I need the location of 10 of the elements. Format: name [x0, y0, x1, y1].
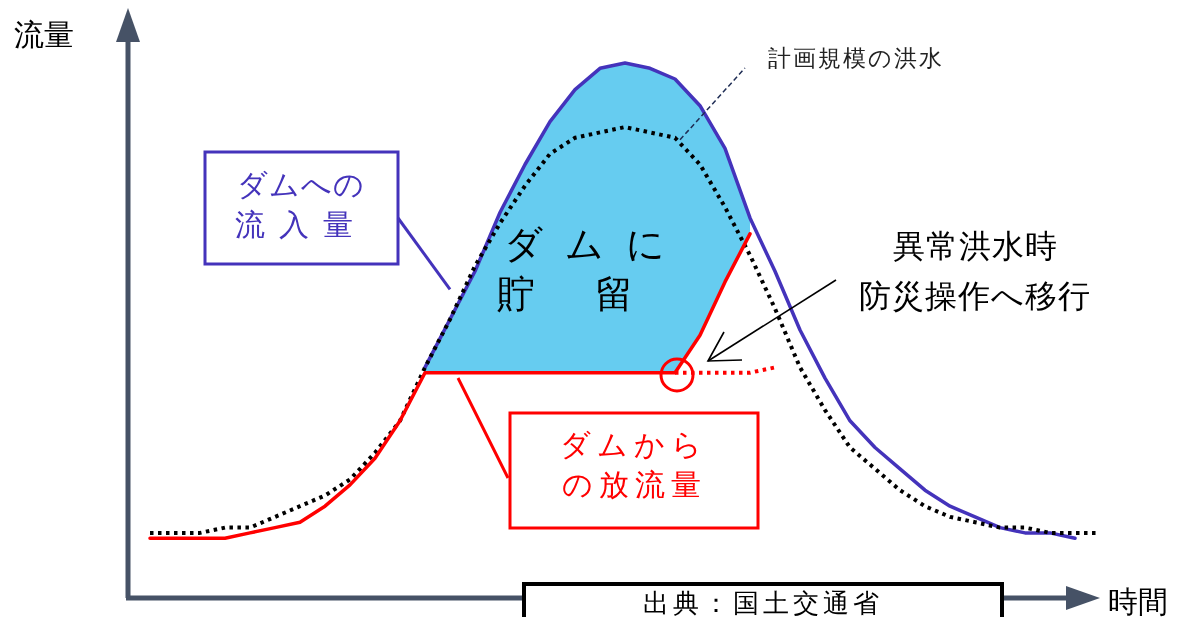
annotation: ダムに	[503, 222, 687, 266]
y-axis-title: 流量	[14, 17, 74, 52]
annotation: 防災操作へ移行	[859, 277, 1091, 315]
text: ダムへの流入量	[235, 167, 367, 242]
annotation: 出典：国土交通省	[643, 588, 883, 617]
annotation: 貯留	[497, 272, 693, 316]
annotation: 異常洪水時	[892, 227, 1058, 265]
text: 計画規模の洪水	[768, 45, 944, 71]
legend-label: ダムからの放流量	[560, 427, 708, 502]
x-axis-title: 時間	[1108, 584, 1168, 617]
